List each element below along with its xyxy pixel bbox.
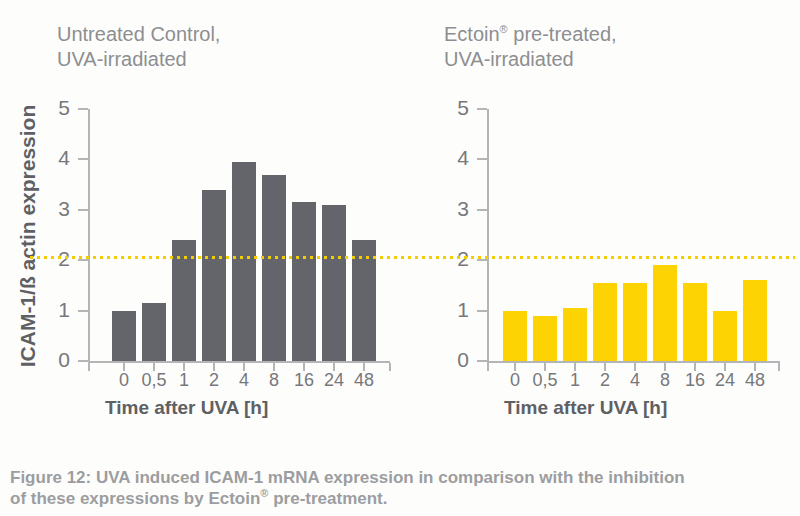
bar xyxy=(713,311,737,361)
bar xyxy=(593,283,617,361)
bar xyxy=(653,265,677,361)
chart-panel-ectoin: Ectoin® pre-treated, UVA-irradiated Time… xyxy=(399,0,799,460)
y-tick-label: 1 xyxy=(38,298,70,322)
bar xyxy=(262,175,286,361)
y-tick-label: 2 xyxy=(38,247,70,271)
bar xyxy=(533,316,557,361)
bar xyxy=(112,311,136,361)
x-tick-mark xyxy=(778,363,780,371)
y-tick-label: 0 xyxy=(437,348,469,372)
y-axis-line xyxy=(88,109,90,363)
y-tick-label: 3 xyxy=(437,197,469,221)
chart-title-line2: UVA-irradiated xyxy=(444,47,617,72)
caption-line1: Figure 12: UVA induced ICAM-1 mRNA expre… xyxy=(10,467,792,488)
figure-caption: Figure 12: UVA induced ICAM-1 mRNA expre… xyxy=(10,467,792,509)
chart-title-ectoin: Ectoin® pre-treated, UVA-irradiated xyxy=(444,22,617,72)
registered-trademark-symbol: ® xyxy=(500,23,508,35)
bar xyxy=(202,190,226,361)
y-tick-label: 4 xyxy=(38,146,70,170)
y-tick-mark xyxy=(477,108,487,110)
chart-title-line1: Untreated Control, xyxy=(57,22,220,47)
figure-12-chart: Untreated Control, UVA-irradiated ICAM-1… xyxy=(0,0,800,516)
y-tick-label: 1 xyxy=(437,298,469,322)
x-axis-title: Time after UVA [h] xyxy=(504,397,667,419)
y-tick-mark xyxy=(78,310,88,312)
y-tick-label: 5 xyxy=(437,96,469,120)
y-axis-line xyxy=(487,109,489,363)
y-tick-mark xyxy=(78,209,88,211)
bar xyxy=(563,308,587,361)
bar xyxy=(232,162,256,361)
y-tick-mark xyxy=(78,360,88,362)
y-tick-mark xyxy=(477,209,487,211)
x-axis-line xyxy=(88,361,390,363)
y-tick-label: 4 xyxy=(437,146,469,170)
x-tick-mark xyxy=(389,363,391,371)
caption-line2: of these expressions by Ectoin® pre-trea… xyxy=(10,488,792,509)
chart-title-line1: Ectoin® pre-treated, xyxy=(444,22,617,47)
y-tick-mark xyxy=(477,310,487,312)
bar xyxy=(623,283,647,361)
bar xyxy=(743,280,767,361)
chart-title-line2: UVA-irradiated xyxy=(57,47,220,72)
chart-title-untreated: Untreated Control, UVA-irradiated xyxy=(57,22,220,72)
bar xyxy=(683,283,707,361)
bar xyxy=(322,205,346,361)
bar xyxy=(503,311,527,361)
bar xyxy=(142,303,166,361)
y-axis-label: ICAM-1/ß actin expression xyxy=(16,76,40,396)
y-tick-mark xyxy=(477,259,487,261)
y-tick-label: 2 xyxy=(437,247,469,271)
y-tick-label: 0 xyxy=(38,348,70,372)
chart-panel-untreated: Untreated Control, UVA-irradiated ICAM-1… xyxy=(0,0,400,460)
x-tick-label: 48 xyxy=(733,370,777,391)
y-tick-label: 3 xyxy=(38,197,70,221)
y-tick-label: 5 xyxy=(38,96,70,120)
x-tick-mark xyxy=(88,363,90,371)
y-tick-mark xyxy=(477,360,487,362)
y-tick-mark xyxy=(78,158,88,160)
bar xyxy=(292,202,316,361)
reference-line xyxy=(30,256,795,259)
x-tick-mark xyxy=(487,363,489,371)
y-tick-mark xyxy=(78,259,88,261)
y-tick-mark xyxy=(477,158,487,160)
x-tick-label: 48 xyxy=(342,370,386,391)
y-tick-mark xyxy=(78,108,88,110)
x-axis-title: Time after UVA [h] xyxy=(105,397,268,419)
